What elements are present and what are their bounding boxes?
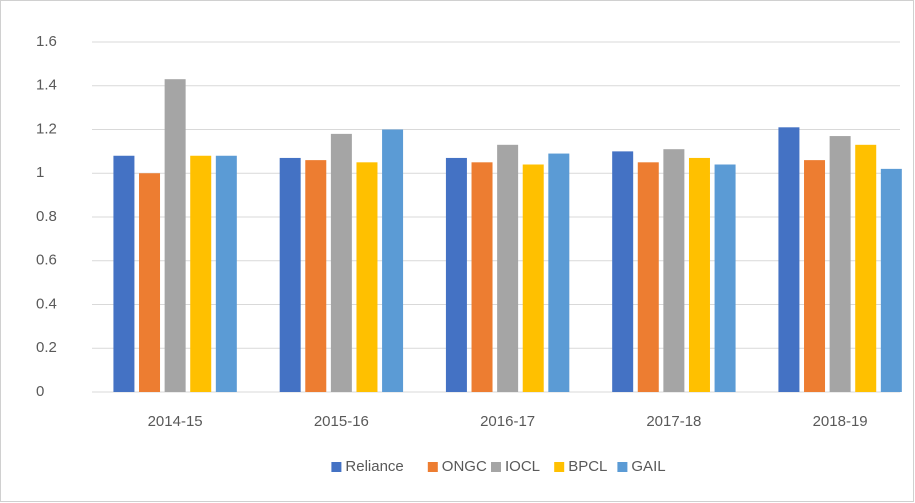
bar <box>471 162 493 392</box>
y-tick-label: 0.8 <box>36 208 57 225</box>
bar <box>855 144 877 392</box>
y-tick-label: 1 <box>36 164 44 181</box>
legend-swatch <box>427 462 438 472</box>
y-tick-label: 0.4 <box>36 295 57 312</box>
bar <box>445 157 467 392</box>
bar <box>305 160 327 392</box>
y-tick-label: 0.6 <box>36 252 57 269</box>
bar <box>279 157 301 392</box>
y-tick-label: 0.2 <box>36 339 57 356</box>
x-tick-label: 2018-19 <box>813 413 868 430</box>
bar <box>714 164 736 392</box>
bar <box>139 173 161 392</box>
legend-label: BPCL <box>568 458 607 475</box>
x-tick-label: 2016-17 <box>480 413 535 430</box>
bar <box>548 153 570 392</box>
bar <box>688 157 710 392</box>
bar <box>637 162 659 392</box>
legend-label: Reliance <box>345 458 403 475</box>
y-tick-label: 1.6 <box>36 33 57 50</box>
y-tick-label: 1.2 <box>36 120 57 137</box>
legend-swatch <box>617 462 628 472</box>
bar <box>880 168 902 392</box>
bar <box>215 155 237 392</box>
x-tick-label: 2014-15 <box>148 413 203 430</box>
bar <box>356 162 378 392</box>
bar <box>522 164 544 392</box>
legend-label: IOCL <box>505 458 540 475</box>
bar <box>330 133 352 392</box>
y-tick-label: 1.4 <box>36 77 57 94</box>
bar <box>497 144 519 392</box>
legend-swatch <box>491 462 501 472</box>
legend-swatch <box>554 462 565 472</box>
y-tick-label: 0 <box>36 383 44 400</box>
legend-swatch <box>331 462 342 472</box>
bar <box>382 129 404 392</box>
bar <box>663 149 685 392</box>
bar <box>612 151 634 392</box>
x-tick-label: 2015-16 <box>314 413 369 430</box>
bar <box>778 127 800 392</box>
legend-label: GAIL <box>631 458 665 475</box>
bar <box>113 155 135 392</box>
bar <box>190 155 212 392</box>
bar <box>164 79 186 392</box>
legend-label: ONGC <box>442 458 487 475</box>
bar <box>829 136 851 392</box>
x-tick-label: 2017-18 <box>646 413 701 430</box>
bar <box>804 160 826 392</box>
